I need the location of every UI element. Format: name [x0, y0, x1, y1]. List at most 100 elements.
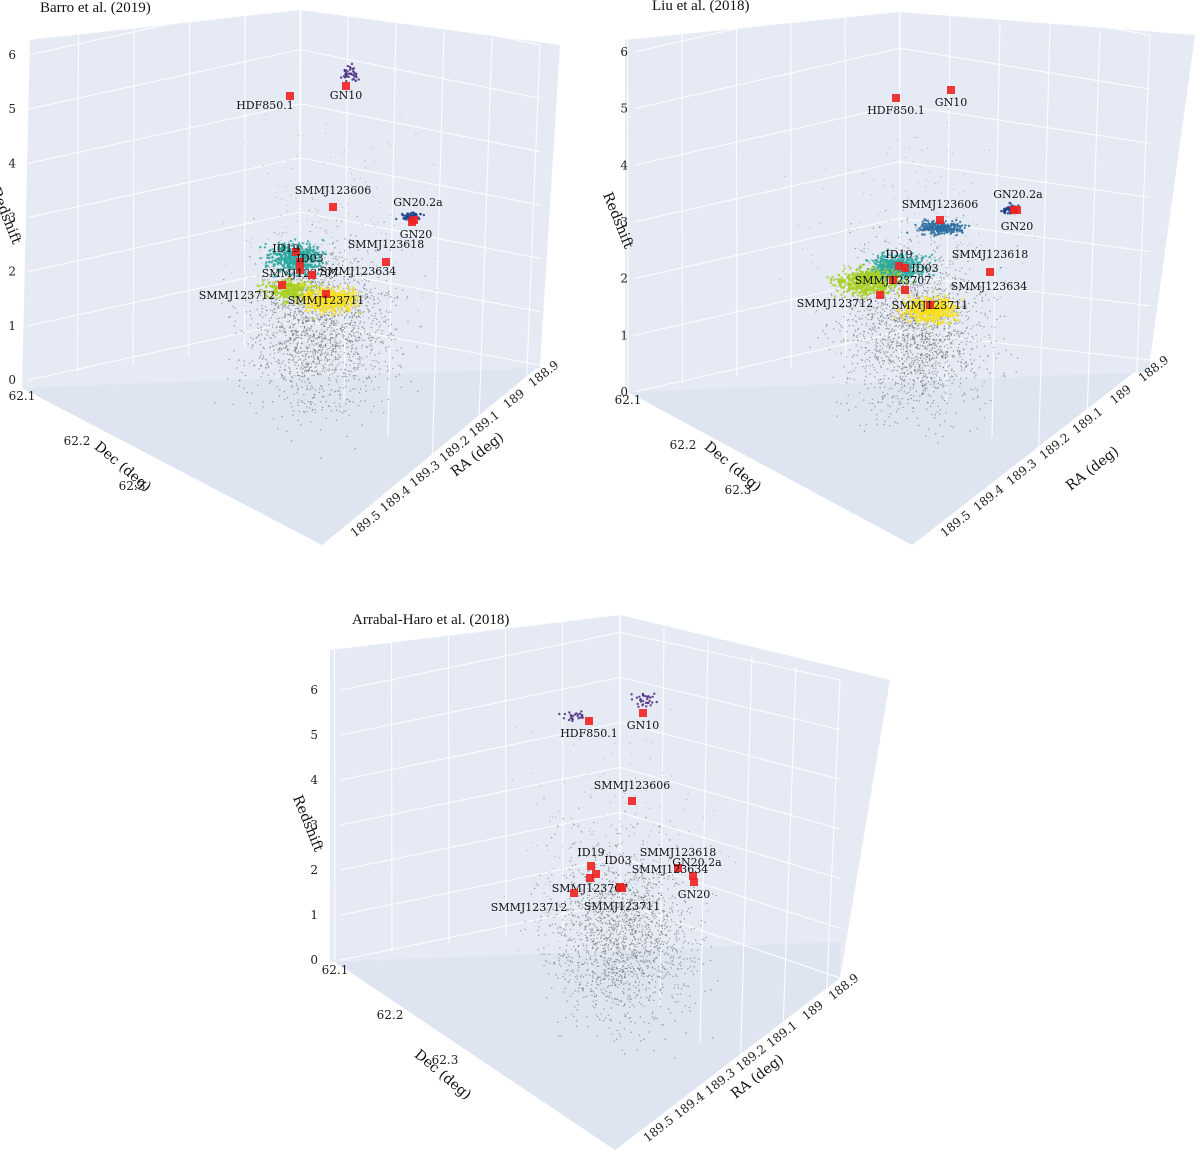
galaxy-point [902, 367, 904, 369]
galaxy-point [288, 372, 291, 374]
galaxy-point [957, 347, 959, 349]
galaxy-point [332, 350, 335, 353]
cluster-point [308, 243, 311, 246]
galaxy-point [347, 283, 349, 286]
galaxy-point [269, 353, 271, 356]
galaxy-point [888, 356, 890, 359]
galaxy-point [343, 149, 345, 152]
galaxy-point [302, 322, 304, 324]
galaxy-point [302, 313, 304, 315]
galaxy-point [900, 324, 903, 326]
galaxy-point [366, 305, 369, 307]
galaxy-point [328, 383, 330, 386]
galaxy-point [301, 380, 303, 382]
galaxy-point [332, 242, 334, 245]
galaxy-point [259, 343, 261, 346]
galaxy-point [331, 281, 333, 283]
cluster-point [259, 257, 262, 260]
galaxy-point [313, 244, 315, 246]
galaxy-point [291, 304, 293, 306]
galaxy-point [1016, 357, 1019, 359]
galaxy-point [959, 321, 961, 323]
galaxy-point [250, 336, 252, 339]
galaxy-point [326, 329, 329, 331]
galaxy-point [341, 324, 343, 326]
cluster-point [278, 296, 281, 299]
galaxy-point [294, 349, 296, 351]
galaxy-point [349, 268, 351, 270]
galaxy-point [278, 317, 281, 319]
galaxy-point [855, 406, 857, 408]
galaxy-point [262, 299, 264, 301]
galaxy-point [268, 324, 271, 327]
galaxy-point [255, 337, 257, 339]
galaxy-point [906, 373, 909, 375]
galaxy-point [373, 388, 375, 391]
galaxy-point [375, 360, 377, 362]
galaxy-point [315, 343, 317, 345]
galaxy-point [378, 329, 380, 331]
galaxy-point [348, 213, 350, 215]
galaxy-point [328, 359, 331, 361]
galaxy-point [271, 295, 274, 297]
galaxy-point [269, 266, 271, 268]
galaxy-point [374, 272, 376, 274]
galaxy-point [320, 333, 322, 335]
galaxy-point [319, 318, 322, 320]
galaxy-point [353, 328, 356, 330]
galaxy-point [300, 363, 303, 365]
galaxy-point [887, 393, 889, 395]
galaxy-point [1004, 315, 1006, 317]
galaxy-point [935, 344, 937, 346]
galaxy-point [340, 328, 342, 330]
galaxy-point [833, 328, 835, 330]
grid-line-vert [519, 44, 541, 546]
galaxy-point [918, 400, 920, 402]
galaxy-point [304, 334, 306, 336]
galaxy-point [335, 331, 337, 333]
cluster-point [316, 289, 319, 292]
galaxy-point [292, 318, 295, 320]
galaxy-point [946, 344, 948, 346]
cluster-point [410, 213, 413, 217]
galaxy-point [301, 364, 304, 366]
galaxy-point [368, 345, 371, 347]
galaxy-point [385, 310, 388, 312]
galaxy-point [891, 331, 893, 333]
galaxy-point [281, 415, 283, 418]
galaxy-point [313, 356, 315, 358]
galaxy-point [301, 312, 303, 314]
galaxy-point [287, 314, 290, 316]
galaxy-point [342, 329, 345, 331]
galaxy-point [299, 311, 301, 313]
cluster-point [346, 285, 349, 288]
galaxy-point [360, 400, 362, 402]
galaxy-point [957, 314, 959, 317]
galaxy-point [335, 390, 337, 392]
galaxy-point [269, 337, 271, 339]
galaxy-point [341, 314, 343, 316]
galaxy-point [347, 278, 349, 281]
galaxy-point [279, 366, 281, 368]
galaxy-point [859, 392, 861, 394]
z-axis-title: Redshift [0, 186, 24, 247]
galaxy-point [942, 383, 944, 385]
galaxy-point [932, 296, 934, 298]
galaxy-point [977, 395, 979, 397]
galaxy-point [847, 409, 850, 411]
galaxy-point [319, 227, 321, 230]
galaxy-point [297, 387, 299, 389]
galaxy-point [370, 340, 373, 342]
galaxy-point [933, 391, 935, 393]
galaxy-point [325, 319, 328, 322]
galaxy-point [222, 222, 224, 224]
galaxy-point [881, 396, 883, 399]
galaxy-point [863, 310, 865, 312]
galaxy-point [282, 231, 284, 234]
galaxy-point [998, 352, 1000, 355]
galaxy-point [935, 352, 938, 354]
cluster-point [265, 284, 268, 288]
galaxy-point [886, 322, 888, 324]
galaxy-point [307, 327, 309, 329]
galaxy-point [951, 375, 953, 377]
